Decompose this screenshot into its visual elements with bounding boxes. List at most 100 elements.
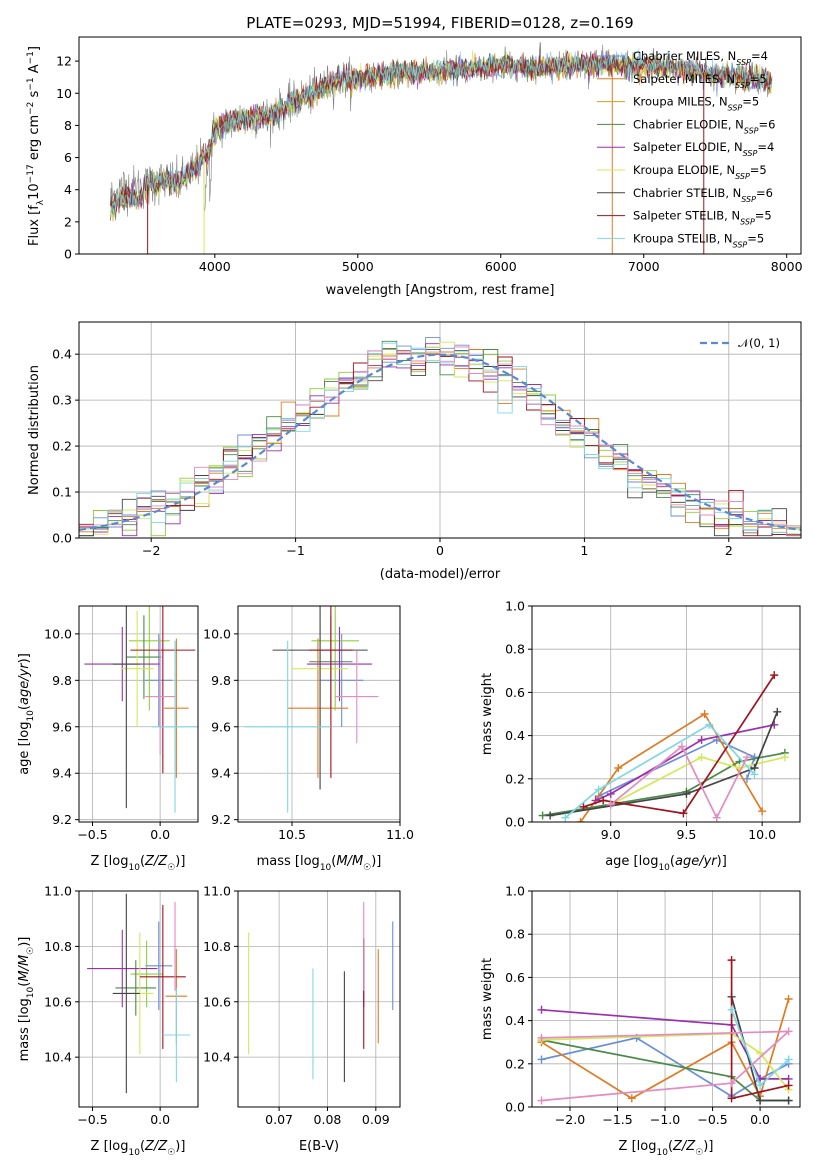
weight-marker bbox=[627, 1094, 636, 1103]
label-part: Z/Z bbox=[144, 1139, 168, 1154]
legend-label: Kroupa MILES, NSSP=5 bbox=[633, 95, 759, 113]
x-tick-label: 9.0 bbox=[601, 827, 621, 842]
y-tick-label: 0 bbox=[64, 247, 72, 262]
plot-area bbox=[79, 337, 801, 537]
axes-frame bbox=[237, 890, 401, 1108]
x-tick-label: 0.08 bbox=[314, 1112, 342, 1127]
y-tick-label: 11.0 bbox=[203, 884, 231, 899]
label-part: Z/Z bbox=[672, 1139, 696, 1154]
weight-vs-z-axes: −2.0 −1.5 −1.0 −0.5 0.0 0.0 0.2 0.4 0.6 0.8 1.0 bbox=[505, 884, 801, 1127]
mass-vs-z-axes: −0.5 0.0 10.4 10.6 10.8 11.0 bbox=[44, 884, 199, 1127]
label-part: −2 bbox=[26, 102, 36, 115]
y-tick-label: 0.8 bbox=[505, 927, 525, 942]
x-tick-label: 9.5 bbox=[676, 827, 696, 842]
weight-series-line bbox=[610, 756, 786, 806]
label-part: −17 bbox=[26, 164, 36, 183]
label-part: )] bbox=[17, 937, 32, 947]
label-part: ( bbox=[140, 854, 145, 869]
label-part: ( bbox=[140, 1139, 145, 1154]
label-part: 10 bbox=[26, 986, 36, 998]
label-part: 10 bbox=[656, 1148, 668, 1158]
y-tick-label: 9.4 bbox=[211, 766, 231, 781]
y-tick-label: 2 bbox=[64, 214, 72, 229]
legend-count: =5 bbox=[742, 95, 759, 109]
weight-marker bbox=[700, 710, 709, 718]
x-tick-label: −2.0 bbox=[555, 1112, 585, 1127]
x-tick-label: −0.5 bbox=[77, 827, 107, 842]
weight-marker bbox=[546, 811, 555, 820]
plot-area bbox=[244, 606, 379, 813]
x-tick-label: 2 bbox=[725, 543, 733, 558]
weight-marker bbox=[599, 796, 608, 805]
label-part: ] bbox=[27, 46, 42, 51]
age-vs-z-x-label: Z [log10(Z/Z☉)] bbox=[91, 854, 186, 873]
label-part: )] bbox=[175, 1139, 185, 1154]
weight-marker bbox=[537, 1033, 546, 1042]
y-tick-label: 0.4 bbox=[52, 347, 72, 362]
weight-marker bbox=[727, 956, 736, 965]
legend-label: Chabrier ELODIE, NSSP=6 bbox=[633, 117, 775, 135]
age-vs-z-y-label: age [log10(age/yr)] bbox=[17, 653, 36, 775]
residual-y-label: Normed distribution bbox=[27, 365, 42, 495]
label-part: mass [log bbox=[17, 998, 32, 1061]
label-part: ☉ bbox=[695, 1148, 703, 1158]
label-part: Z [log bbox=[619, 1139, 657, 1154]
weight-series-line bbox=[583, 674, 776, 815]
legend-sub: SSP bbox=[743, 149, 758, 158]
weight-marker bbox=[537, 1055, 546, 1064]
y-tick-label: 1.0 bbox=[505, 599, 525, 614]
x-tick-label: 0.0 bbox=[150, 1112, 170, 1127]
spectrum-title: PLATE=0293, MJD=51994, FIBERID=0128, z=0… bbox=[246, 14, 633, 32]
weight-marker bbox=[697, 735, 706, 744]
y-tick-label: 10 bbox=[56, 86, 72, 101]
axes-frame bbox=[78, 321, 802, 539]
y-tick-label: 0.2 bbox=[505, 771, 525, 786]
y-tick-label: 9.6 bbox=[211, 719, 231, 734]
legend-sub: SSP bbox=[744, 126, 759, 135]
legend-count: =5 bbox=[747, 231, 764, 245]
mass-vs-ebv-axes: 0.07 0.08 0.09 10.4 10.6 10.8 11.0 bbox=[203, 884, 401, 1127]
y-tick-label: 4 bbox=[64, 182, 72, 197]
normal-curve-line bbox=[79, 353, 801, 531]
weight-series-line bbox=[550, 711, 779, 817]
legend-count: =5 bbox=[755, 209, 772, 223]
legend-label: Salpeter ELODIE, NSSP=4 bbox=[633, 140, 774, 158]
legend-label: Kroupa STELIB, NSSP=5 bbox=[633, 231, 764, 249]
weight-vs-age-axes: 9.0 9.5 10.0 0.0 0.2 0.4 0.6 0.8 1.0 bbox=[505, 599, 801, 842]
legend-label: Chabrier STELIB, NSSP=6 bbox=[633, 186, 773, 204]
legend-name: Chabrier ELODIE, N bbox=[633, 117, 744, 131]
y-tick-label: 0.4 bbox=[505, 728, 525, 743]
legend-sub: SSP bbox=[740, 217, 755, 226]
legend-label: Kroupa ELODIE, NSSP=5 bbox=[633, 163, 767, 181]
y-tick-label: 0.0 bbox=[505, 1100, 525, 1115]
x-tick-label: 11.0 bbox=[386, 827, 414, 842]
axes-frame bbox=[531, 605, 801, 823]
legend-label: Salpeter STELIB, NSSP=5 bbox=[633, 209, 772, 227]
weight-marker bbox=[727, 1079, 736, 1088]
legend-name: Kroupa STELIB, N bbox=[633, 231, 733, 245]
label-part: 10 bbox=[128, 863, 140, 873]
y-tick-label: 9.4 bbox=[52, 766, 72, 781]
legend-label: Salpeter MILES, NSSP=5 bbox=[633, 72, 767, 90]
label-part: age/yr bbox=[17, 662, 32, 705]
label-part: age/yr bbox=[675, 854, 718, 869]
y-tick-label: 0.0 bbox=[505, 815, 525, 830]
x-tick-label: 5000 bbox=[342, 259, 374, 274]
legend-sub: SSP bbox=[735, 172, 750, 181]
weight-vs-z-x-label: Z [log10(Z/Z☉)] bbox=[619, 1139, 714, 1158]
plot-area bbox=[248, 902, 394, 1083]
label-part: )] bbox=[703, 1139, 713, 1154]
label-part: 10 bbox=[128, 1148, 140, 1158]
weight-vs-age-x-label: age [log10(age/yr)] bbox=[605, 854, 727, 873]
legend-name: Salpeter MILES, N bbox=[633, 72, 735, 86]
label-part: 10 bbox=[27, 183, 42, 200]
x-tick-label: 6000 bbox=[485, 259, 517, 274]
axes-frame bbox=[237, 605, 401, 823]
x-tick-label: 0.09 bbox=[362, 1112, 390, 1127]
residual-axes: −2 −1 0 1 2 0.0 0.1 0.2 0.3 0.4 bbox=[52, 321, 802, 558]
legend-count: =4 bbox=[757, 140, 774, 154]
label-part: 10 bbox=[320, 863, 332, 873]
y-tick-label: 11.0 bbox=[44, 884, 72, 899]
y-tick-label: 0.6 bbox=[505, 685, 525, 700]
y-tick-label: 0.3 bbox=[52, 393, 72, 408]
